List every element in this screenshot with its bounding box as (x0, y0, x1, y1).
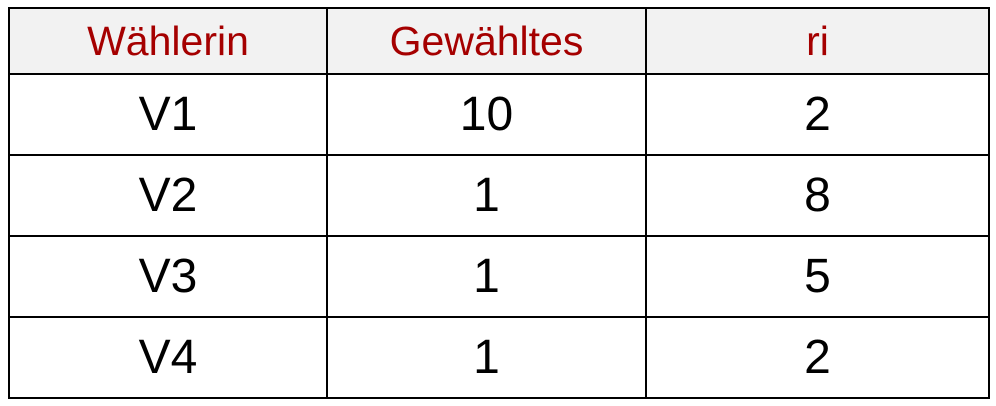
table-row: V3 1 5 (8, 235, 990, 318)
table-cell-voter: V1 (8, 73, 328, 156)
table-cell-chosen: 10 (326, 73, 647, 156)
table-cell-voter: V4 (8, 316, 328, 399)
voter-table: Wählerin Gewähltes ri V1 10 2 V2 1 8 V3 … (8, 7, 990, 399)
table-cell-ri: 5 (645, 235, 990, 318)
table-cell-chosen: 1 (326, 154, 647, 237)
column-header-gewaehltes: Gewähltes (326, 7, 647, 75)
table-header-row: Wählerin Gewähltes ri (8, 7, 990, 75)
table-cell-ri: 2 (645, 316, 990, 399)
table-row: V2 1 8 (8, 154, 990, 237)
column-header-ri: ri (645, 7, 990, 75)
table-cell-voter: V3 (8, 235, 328, 318)
table-cell-ri: 8 (645, 154, 990, 237)
table-cell-chosen: 1 (326, 235, 647, 318)
table-cell-chosen: 1 (326, 316, 647, 399)
data-table-container: Wählerin Gewähltes ri V1 10 2 V2 1 8 V3 … (8, 7, 990, 399)
table-row: V4 1 2 (8, 316, 990, 399)
table-cell-ri: 2 (645, 73, 990, 156)
column-header-waehlerin: Wählerin (8, 7, 328, 75)
table-row: V1 10 2 (8, 73, 990, 156)
table-cell-voter: V2 (8, 154, 328, 237)
